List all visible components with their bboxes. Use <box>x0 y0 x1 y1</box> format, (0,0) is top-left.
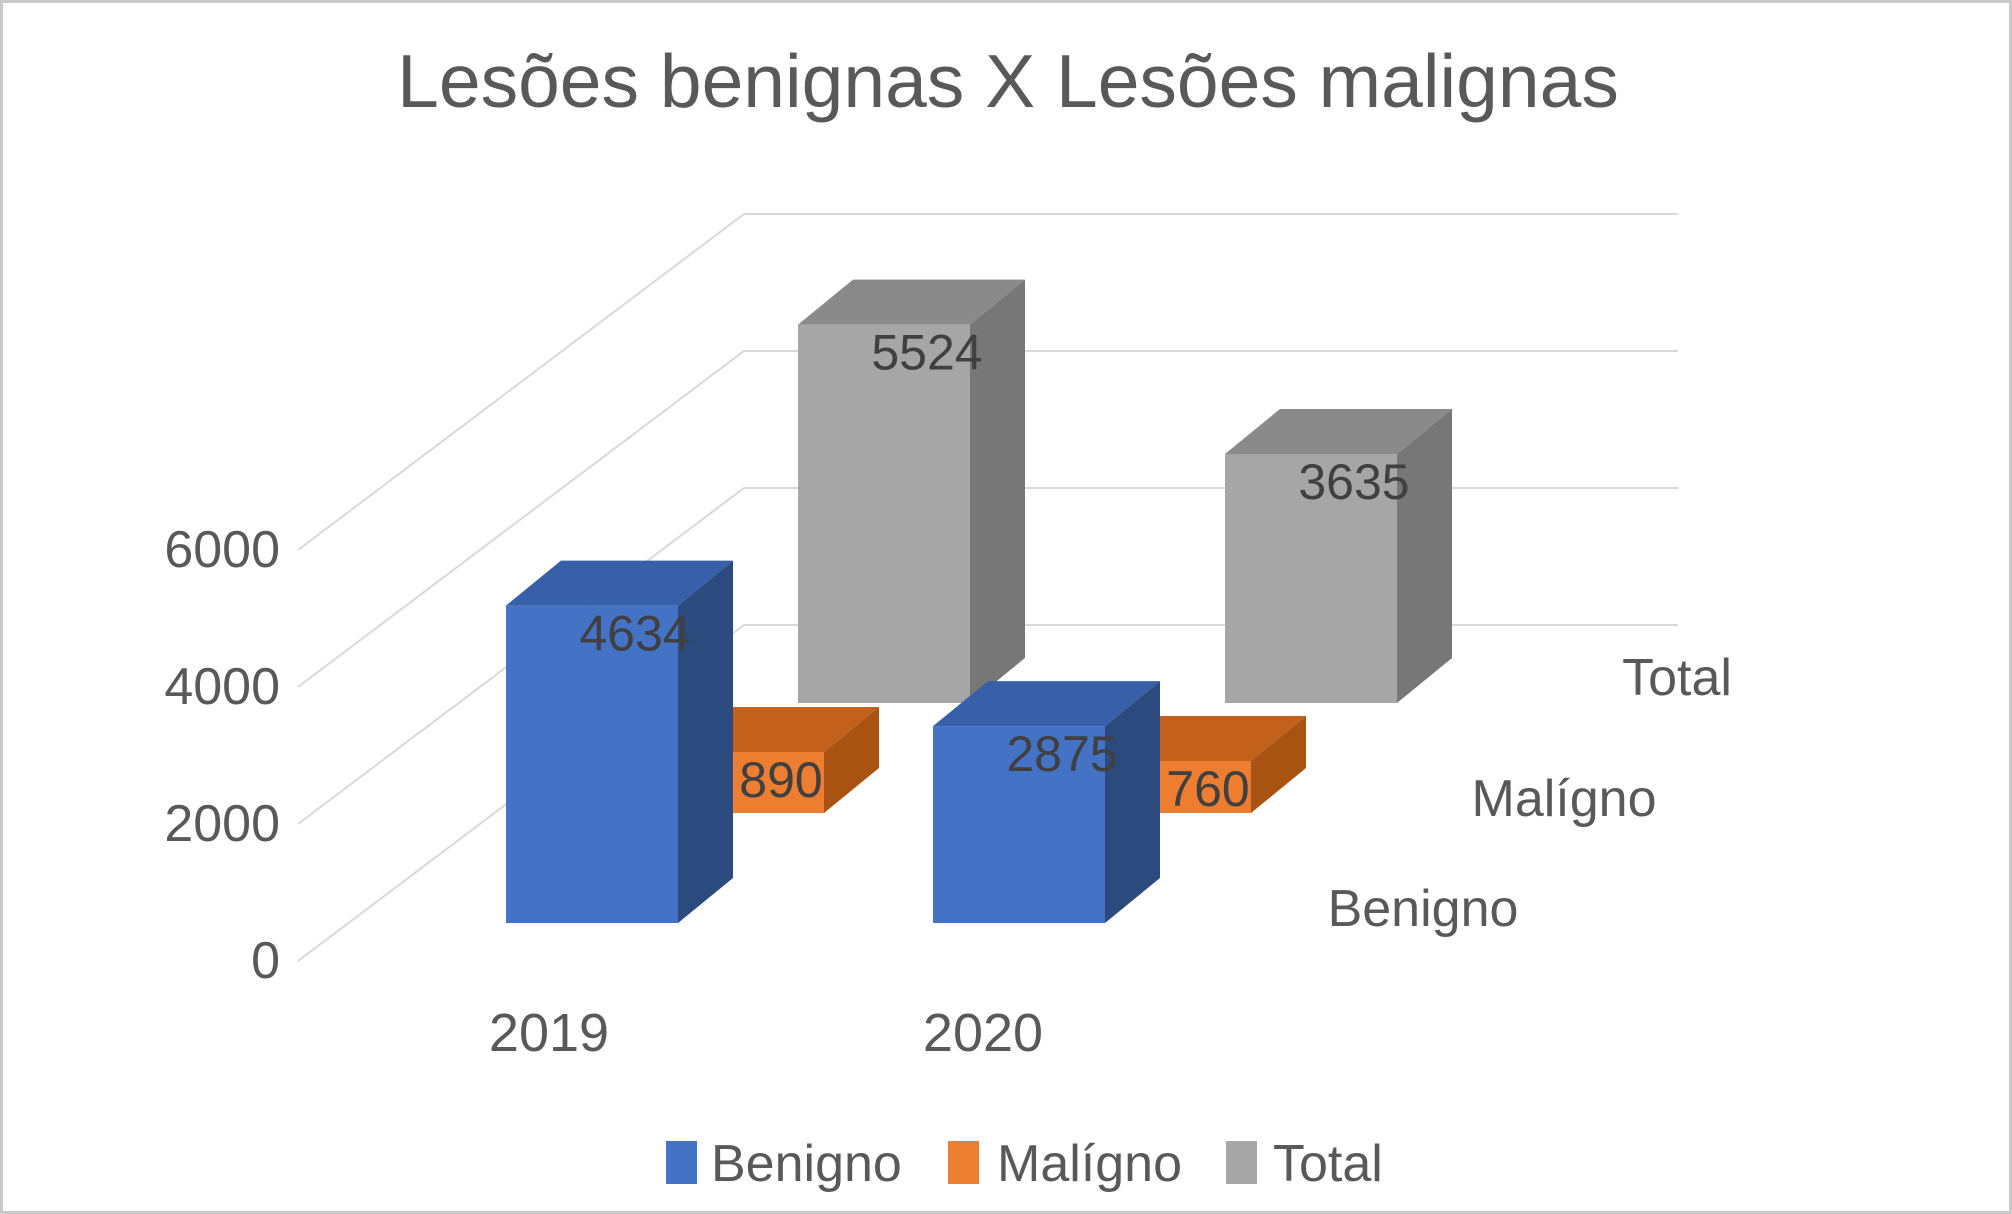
legend-swatch-benigno <box>666 1141 697 1184</box>
y-axis: 6000 4000 2000 0 <box>164 521 280 990</box>
value-label: 760 <box>1166 761 1249 817</box>
category-label-2019: 2019 <box>489 1003 609 1063</box>
bar-face-side <box>1251 715 1306 813</box>
bar-Benigno-2019 <box>506 560 733 923</box>
bar-face-side <box>1397 409 1452 703</box>
y-tick-2000: 2000 <box>164 795 280 853</box>
bar-face-side <box>824 707 879 813</box>
bar-face-top <box>933 681 1160 727</box>
bar-face-front <box>1225 454 1397 703</box>
value-label: 4634 <box>579 606 690 662</box>
legend-label-benigno: Benigno <box>711 1135 902 1193</box>
value-label: 890 <box>739 752 822 808</box>
bars-group: 5524 3635 890 760 4634 2875 <box>506 279 1452 923</box>
gridline-4000 <box>297 350 1678 688</box>
bar-face-front <box>933 726 1105 923</box>
value-label: 3635 <box>1298 454 1409 510</box>
x-axis: 2019 2020 <box>489 1003 1043 1063</box>
legend-label-maligno: Malígno <box>997 1135 1182 1193</box>
bar-face-top <box>1225 409 1452 455</box>
depth-axis: Benigno Malígno Total <box>1328 649 1732 938</box>
bar-face-side <box>1105 681 1160 923</box>
bar-face-side <box>678 560 733 923</box>
category-label-2020: 2020 <box>923 1003 1043 1063</box>
bar-Benigno-2020 <box>933 681 1160 923</box>
bar-Total-2020 <box>1225 409 1452 703</box>
depth-label-total: Total <box>1622 649 1732 707</box>
y-tick-4000: 4000 <box>164 658 280 716</box>
chart-title: Lesões benignas X Lesões malignas <box>397 39 1619 123</box>
legend-label-total: Total <box>1273 1135 1383 1193</box>
bar-face-top <box>798 279 1025 325</box>
y-tick-6000: 6000 <box>164 521 280 579</box>
bar-face-front <box>798 324 970 703</box>
bar-face-front <box>506 605 678 923</box>
gridline-6000 <box>297 213 1678 551</box>
chart-svg: 5524 3635 890 760 4634 2875 Lesões benignas X… <box>164 39 1732 1193</box>
legend-swatch-total <box>1226 1141 1257 1184</box>
legend-swatch-maligno <box>948 1141 979 1184</box>
depth-label-maligno: Malígno <box>1472 770 1657 828</box>
bar-face-side <box>970 279 1025 703</box>
value-label: 2875 <box>1006 726 1117 782</box>
legend: Benigno Malígno Total <box>666 1135 1383 1193</box>
bar-Total-2019 <box>798 279 1025 703</box>
depth-label-benigno: Benigno <box>1328 880 1519 938</box>
bar-face-top <box>506 560 733 606</box>
value-label: 5524 <box>871 325 982 381</box>
y-tick-0: 0 <box>251 932 280 990</box>
